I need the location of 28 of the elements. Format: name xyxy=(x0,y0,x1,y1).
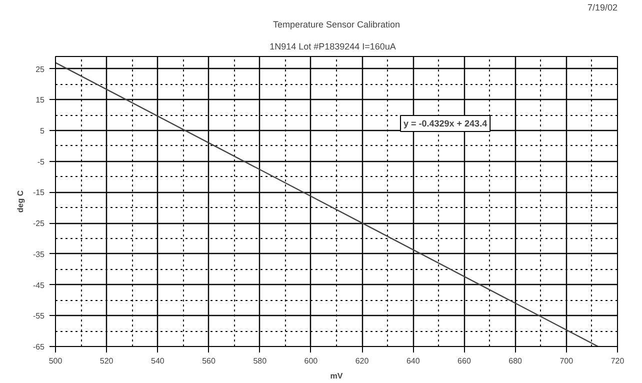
y-tick-label: -25 xyxy=(32,219,46,228)
x-tick-label: 640 xyxy=(406,356,420,366)
x-tick-label: 620 xyxy=(355,356,370,366)
x-tick-label: 540 xyxy=(151,356,165,366)
x-tick-label: 500 xyxy=(48,356,63,366)
chart-subtitle: 1N914 Lot #P1839244 I=160uA xyxy=(270,42,396,52)
y-tick-label: -55 xyxy=(32,312,46,321)
y-tick-label: -45 xyxy=(32,280,46,290)
annotation: y = -0.4329x + 243.4 xyxy=(404,118,488,128)
y-tick-label: 25 xyxy=(36,64,46,74)
x-tick-label: 680 xyxy=(508,356,523,366)
y-tick-label: -65 xyxy=(32,342,46,352)
y-tick-label: -15 xyxy=(32,188,46,198)
x-axis-title: mV xyxy=(330,372,344,380)
y-axis-title: deg C xyxy=(16,190,25,213)
x-tick-label: 700 xyxy=(560,356,574,366)
text: 7/19/02 xyxy=(587,2,618,12)
y-tick-label: 15 xyxy=(36,96,46,105)
x-tick-label: 600 xyxy=(304,356,318,366)
x-tick-label: 560 xyxy=(202,356,216,366)
x-tick-label: 720 xyxy=(610,356,625,366)
y-tick-label: -5 xyxy=(37,157,46,166)
x-tick-label: 660 xyxy=(458,356,472,366)
y-tick-label: 5 xyxy=(40,126,46,136)
x-tick-label: 520 xyxy=(100,356,114,366)
x-tick-label: 580 xyxy=(253,356,268,366)
y-tick-label: -35 xyxy=(32,250,46,259)
chart-title: Temperature Sensor Calibration xyxy=(272,20,400,30)
